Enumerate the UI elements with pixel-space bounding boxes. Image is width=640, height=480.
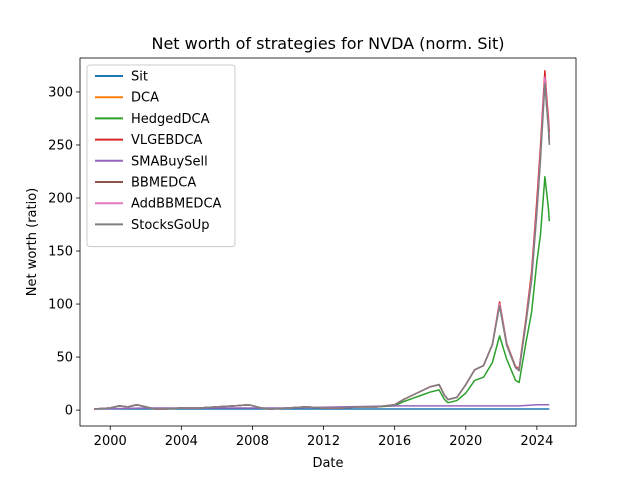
y-tick-label: 100 bbox=[48, 298, 73, 313]
legend-label-stocksgoup: StocksGoUp bbox=[131, 218, 210, 233]
x-tick-label: 2020 bbox=[449, 434, 482, 449]
x-tick-label: 2008 bbox=[236, 434, 269, 449]
plot-frame bbox=[79, 57, 577, 427]
legend-box bbox=[86, 64, 236, 248]
y-tick-label: 300 bbox=[48, 85, 73, 100]
plot-area bbox=[79, 57, 577, 427]
legend-label-smabuysell: SMABuySell bbox=[131, 154, 208, 169]
x-tick-label: 2004 bbox=[165, 434, 198, 449]
legend-label-bbmedca: BBMEDCA bbox=[131, 176, 196, 191]
y-axis-title: Net worth (ratio) bbox=[25, 188, 40, 296]
y-tick-label: 50 bbox=[56, 351, 73, 366]
y-tick-label: 250 bbox=[48, 138, 73, 153]
x-axis-title: Date bbox=[312, 456, 343, 471]
x-axis-ticks: 2000 2004 2008 2012 2016 2020 2024 bbox=[94, 426, 553, 449]
x-tick-label: 2012 bbox=[307, 434, 340, 449]
legend-label-hedgeddca: HedgedDCA bbox=[131, 112, 210, 127]
x-tick-label: 2024 bbox=[520, 434, 553, 449]
x-tick-label: 2016 bbox=[378, 434, 411, 449]
y-tick-label: 200 bbox=[48, 191, 73, 206]
series-line-stocksgoup bbox=[94, 82, 551, 410]
y-axis-ticks: 0 50 100 150 200 250 300 bbox=[48, 85, 80, 419]
legend: Sit DCA HedgedDCA VLGEBDCA SMABuySell BBMEDCA… bbox=[86, 64, 236, 248]
y-tick-label: 0 bbox=[65, 404, 73, 419]
x-tick-label: 2000 bbox=[94, 434, 127, 449]
chart-title: Net worth of strategies for NVDA (norm. … bbox=[151, 34, 504, 53]
legend-label-vlgebdca: VLGEBDCA bbox=[131, 133, 202, 148]
y-tick-label: 150 bbox=[48, 245, 73, 260]
legend-label-sit: Sit bbox=[131, 70, 148, 85]
legend-label-addbbmedca: AddBBMEDCA bbox=[131, 197, 222, 212]
legend-label-dca: DCA bbox=[131, 91, 159, 106]
